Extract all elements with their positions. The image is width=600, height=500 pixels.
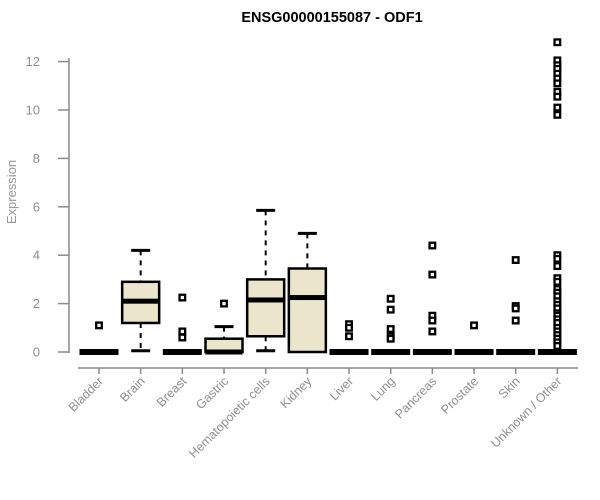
outlier-point — [178, 333, 187, 342]
outlier-point — [553, 110, 562, 119]
zero-median-bar — [454, 349, 494, 355]
outlier-point — [428, 327, 437, 336]
outlier-point — [553, 262, 562, 271]
outlier-point — [386, 294, 395, 303]
x-category-label: Brain — [117, 374, 148, 405]
x-category-label: Hematopoietic cells — [186, 374, 273, 461]
outlier-point — [428, 241, 437, 250]
box-prostate — [454, 321, 494, 355]
y-axis-label: Expression — [4, 160, 19, 224]
outlier-point — [386, 305, 395, 314]
x-category-label: Gastric — [193, 374, 231, 412]
y-tick-label: 8 — [33, 151, 40, 166]
outlier-point — [178, 293, 187, 302]
outlier-point — [428, 270, 437, 279]
outlier-point — [553, 277, 562, 286]
box-unknown-other — [537, 38, 577, 355]
zero-median-bar — [371, 349, 411, 355]
median-line — [288, 295, 326, 301]
outlier-point — [511, 256, 520, 264]
outlier-point — [345, 332, 353, 341]
outlier-point — [553, 92, 562, 101]
y-tick-label: 10 — [26, 103, 40, 118]
outlier-point — [220, 299, 228, 308]
x-category-label: Skin — [496, 374, 523, 401]
box-breast — [162, 293, 202, 355]
x-category-label: Pancreas — [392, 374, 439, 421]
outlier-point — [470, 321, 478, 330]
boxes-layer — [79, 38, 577, 355]
x-category-label: Kidney — [278, 374, 315, 411]
box-kidney — [287, 231, 328, 354]
outlier-point — [553, 254, 562, 263]
box-pancreas — [412, 241, 452, 355]
x-category-label: Breast — [154, 374, 190, 410]
box-hematopoietic-cells — [245, 208, 286, 353]
y-tick-label: 12 — [26, 54, 40, 69]
outlier-point — [553, 341, 562, 350]
box-lung — [371, 294, 411, 355]
outlier-point — [553, 103, 562, 112]
box-gastric — [204, 299, 244, 355]
iqr-box — [287, 267, 328, 354]
zero-median-bar — [496, 349, 536, 355]
zero-median-bar — [162, 349, 202, 355]
outlier-point — [345, 323, 353, 332]
outlier-point — [95, 321, 103, 330]
outlier-point — [553, 79, 562, 88]
x-category-label: Prostate — [438, 374, 481, 417]
y-tick-label: 2 — [33, 296, 40, 311]
box-bladder — [79, 321, 119, 355]
outlier-point — [553, 38, 562, 47]
zero-median-bar — [329, 349, 369, 355]
median-line — [247, 297, 285, 303]
zero-median-bar — [537, 349, 577, 355]
x-category-label: Liver — [327, 374, 356, 403]
x-category-label: Lung — [368, 374, 398, 404]
median-line — [122, 298, 160, 304]
zero-median-bar — [412, 349, 452, 355]
box-liver — [329, 320, 369, 355]
y-axis: 0 2 4 6 8 10 12 — [26, 54, 70, 360]
outlier-point — [178, 327, 187, 336]
y-tick-label: 6 — [33, 199, 40, 214]
median-line — [205, 349, 243, 355]
chart-title: ENSG00000155087 - ODF1 — [241, 10, 422, 26]
outlier-point — [511, 304, 520, 313]
y-tick-label: 0 — [33, 345, 40, 360]
box-brain — [120, 248, 161, 353]
outlier-point — [386, 325, 395, 333]
zero-median-bar — [79, 349, 119, 355]
outlier-point — [511, 316, 520, 325]
x-category-label: Bladder — [66, 374, 106, 414]
x-category-label: Unknown / Other — [488, 374, 564, 450]
box-skin — [496, 256, 536, 355]
iqr-box — [245, 278, 286, 338]
outlier-point — [428, 316, 437, 325]
outlier-point — [386, 334, 395, 343]
y-tick-label: 4 — [33, 248, 40, 263]
